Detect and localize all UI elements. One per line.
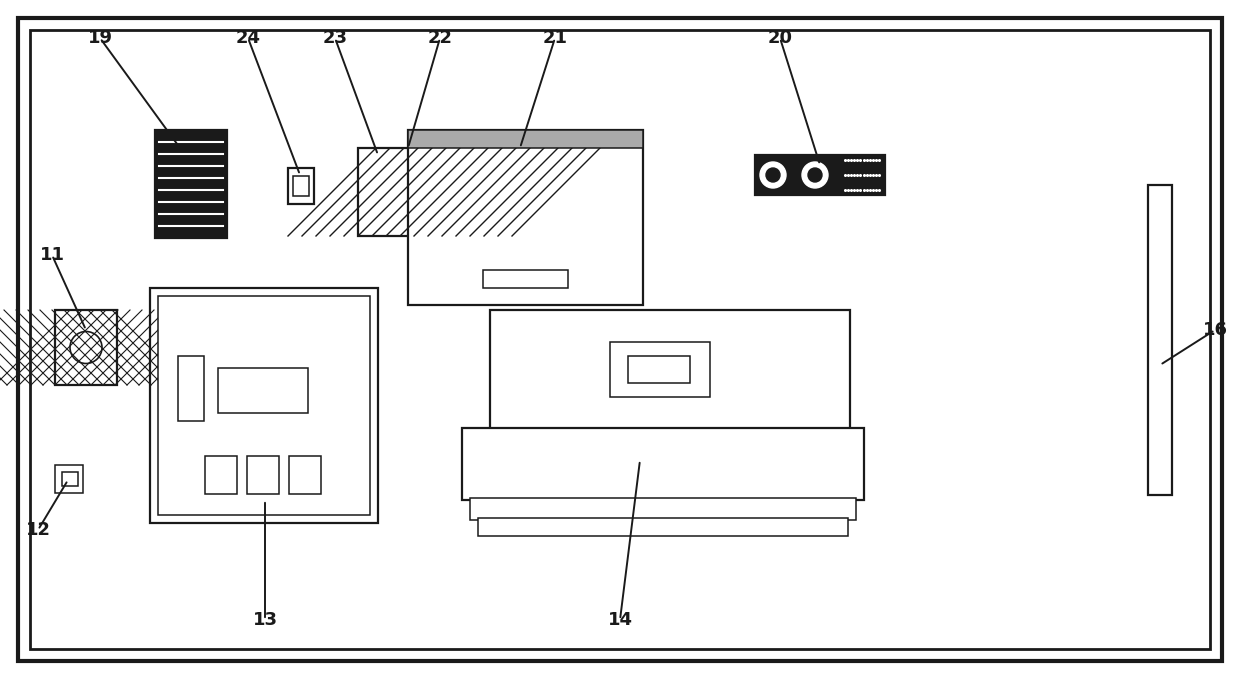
Text: 19: 19	[88, 29, 113, 47]
Text: 13: 13	[253, 611, 278, 629]
Bar	[55, 465, 83, 493]
Bar	[155, 130, 227, 238]
Circle shape	[808, 168, 822, 182]
Bar	[247, 456, 279, 494]
Bar	[1148, 185, 1172, 495]
Bar	[408, 130, 644, 305]
Bar	[150, 288, 378, 523]
Text: 22: 22	[428, 29, 453, 47]
Bar	[289, 456, 321, 494]
Bar	[610, 342, 711, 397]
Bar	[408, 130, 644, 148]
Bar	[218, 368, 308, 413]
Text: 14: 14	[608, 611, 632, 629]
Bar	[288, 168, 314, 204]
Bar	[477, 518, 848, 536]
Bar	[470, 498, 856, 520]
Circle shape	[760, 162, 786, 188]
Bar	[484, 270, 568, 288]
Bar	[358, 148, 413, 236]
Text: 23: 23	[322, 29, 347, 47]
Bar	[179, 356, 205, 421]
Text: 11: 11	[40, 246, 64, 264]
Bar	[293, 176, 309, 196]
Bar	[358, 148, 413, 236]
Text: 21: 21	[543, 29, 568, 47]
Bar	[157, 296, 370, 515]
Text: 12: 12	[26, 521, 51, 539]
Bar	[463, 428, 864, 500]
Circle shape	[766, 168, 780, 182]
Bar	[205, 456, 237, 494]
Text: 16: 16	[1203, 321, 1228, 339]
Circle shape	[802, 162, 828, 188]
Bar	[755, 155, 885, 195]
Text: 20: 20	[768, 29, 792, 47]
Bar	[55, 310, 117, 385]
Bar	[490, 310, 849, 430]
Bar	[62, 472, 78, 486]
Bar	[627, 356, 689, 383]
Text: 24: 24	[236, 29, 260, 47]
